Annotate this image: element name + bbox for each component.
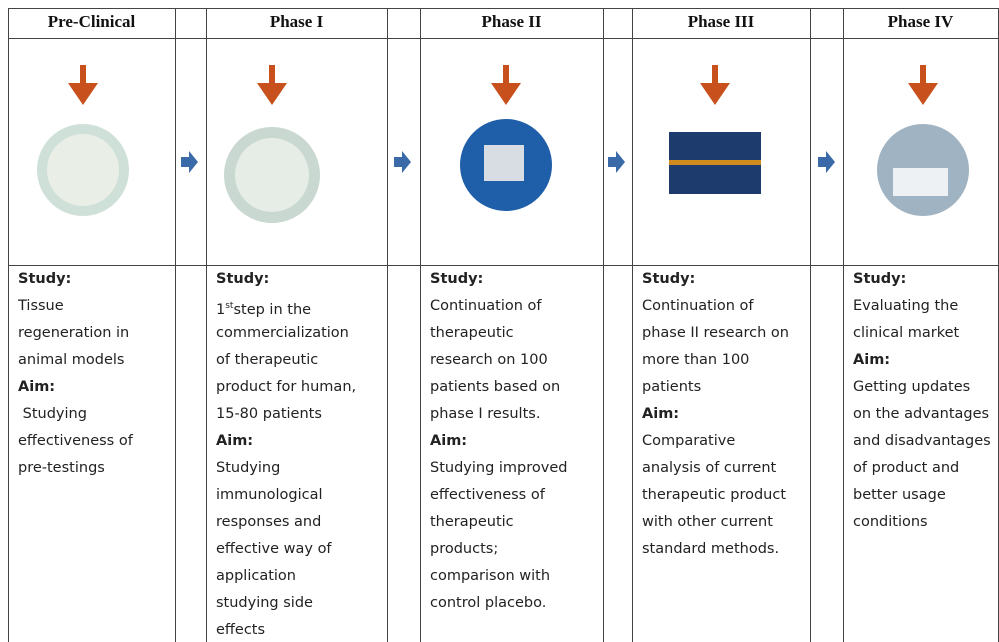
text-line: Continuation of — [642, 298, 754, 314]
text-line: application — [216, 568, 296, 584]
text-line: Getting updates — [853, 379, 971, 395]
text-line: of product and — [853, 460, 960, 476]
grid-line — [387, 8, 388, 642]
text-line: regeneration in — [18, 325, 130, 341]
text-line: product for human, — [216, 379, 357, 395]
text-part: step in the — [233, 301, 312, 318]
grid-line — [8, 8, 999, 9]
section-label: Aim: — [430, 433, 468, 449]
text-line: 15-80 patients — [216, 406, 322, 422]
grid-line — [8, 38, 999, 39]
text-line: effectiveness of — [430, 487, 545, 503]
section-label: Study: — [853, 271, 907, 287]
text-line: Evaluating the — [853, 298, 959, 314]
text-line: products; — [430, 541, 499, 557]
section-label: Aim: — [853, 352, 891, 368]
text-line: effective way of — [216, 541, 332, 557]
text-line: clinical market — [853, 325, 960, 341]
text-line: Studying improved — [430, 460, 568, 476]
text-line: control placebo. — [430, 595, 547, 611]
text-line: therapeutic — [430, 325, 514, 341]
text-line: animal models — [18, 352, 125, 368]
text-line: Studying — [18, 406, 87, 422]
grid-line — [175, 8, 176, 642]
text-line: immunological — [216, 487, 323, 503]
text-line: comparison with — [430, 568, 551, 584]
grid-line — [206, 8, 207, 642]
section-label: Study: — [18, 271, 72, 287]
text-line: better usage — [853, 487, 946, 503]
section-label: Aim: — [18, 379, 56, 395]
section-label: Aim: — [216, 433, 254, 449]
text-line: studying side — [216, 595, 313, 611]
text-line: more than 100 — [642, 352, 750, 368]
grid-line — [843, 8, 844, 642]
text-line: patients based on — [430, 379, 561, 395]
text-line: responses and — [216, 514, 322, 530]
text-line: effects — [216, 622, 266, 638]
text-line: standard methods. — [642, 541, 780, 557]
text-line: therapeutic product — [642, 487, 787, 503]
text-line: effectiveness of — [18, 433, 133, 449]
column-header: Phase IV — [887, 12, 954, 31]
grid-line — [8, 8, 9, 642]
text-line: research on 100 — [430, 352, 548, 368]
text-line: analysis of current — [642, 460, 777, 476]
section-label: Study: — [642, 271, 696, 287]
text-line: Studying — [216, 460, 281, 476]
images — [37, 65, 969, 223]
flow-arrows — [181, 151, 835, 173]
text-line: with other current — [642, 514, 773, 530]
text-line: of therapeutic — [216, 352, 319, 368]
section-label: Study: — [216, 271, 270, 287]
column-header: Phase III — [687, 12, 755, 31]
text-line: on the advantages — [853, 406, 990, 422]
text-line: conditions — [853, 514, 928, 530]
grid-line — [603, 8, 604, 642]
text-part: 1 — [216, 301, 226, 318]
grid-line — [810, 8, 811, 642]
text-line: Tissue — [18, 298, 64, 314]
section-label: Study: — [430, 271, 484, 287]
grid-line — [632, 8, 633, 642]
grid-line — [420, 8, 421, 642]
text-part: st — [225, 301, 234, 311]
column-header: Pre-Clinical — [47, 12, 136, 31]
text-line: phase II research on — [642, 325, 789, 341]
grid-line — [8, 265, 999, 266]
text-line: therapeutic — [430, 514, 514, 530]
text-line: Comparative — [642, 433, 736, 449]
column-header: Phase II — [481, 12, 542, 31]
text-line: Continuation of — [430, 298, 542, 314]
text-line: commercialization — [216, 325, 349, 341]
text-line: phase I results. — [430, 406, 541, 422]
text-line: pre-testings — [18, 460, 105, 476]
section-label: Aim: — [642, 406, 680, 422]
column-header: Phase I — [269, 12, 324, 31]
text-line: 1ststep in the — [216, 293, 311, 324]
text-line: and disadvantages — [853, 433, 991, 449]
text-line: patients — [642, 379, 702, 395]
